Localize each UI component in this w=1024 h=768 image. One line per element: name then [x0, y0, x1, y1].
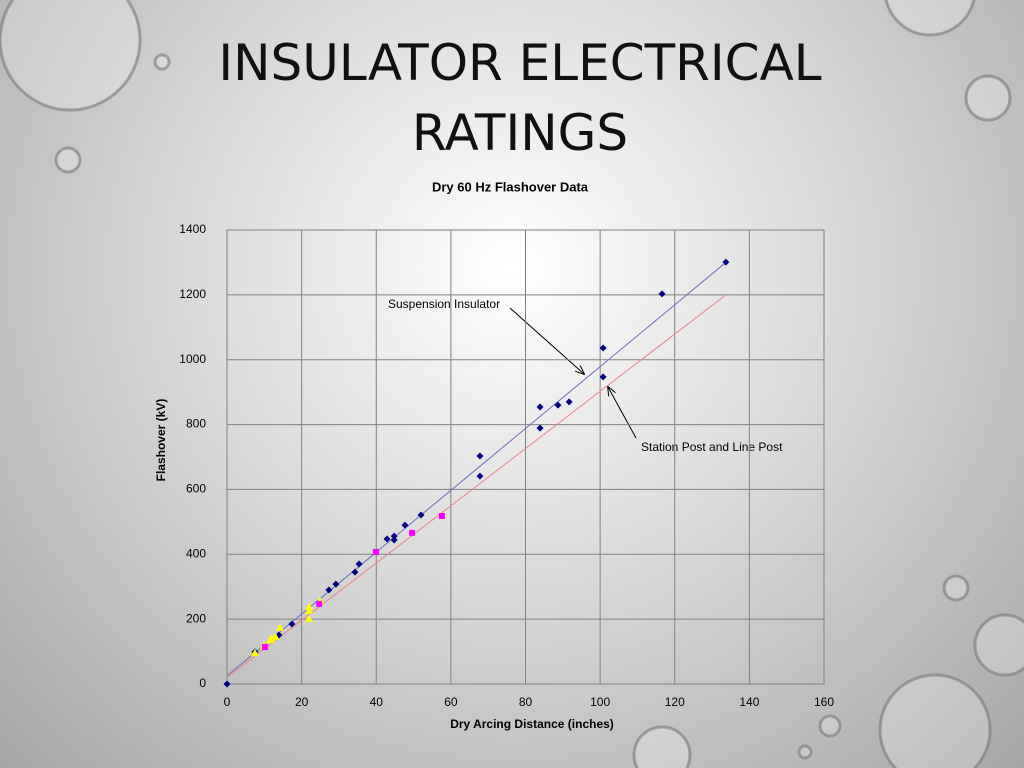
y-tick-label: 1400 — [179, 222, 206, 236]
x-tick-label: 140 — [739, 695, 759, 709]
data-point — [417, 511, 425, 519]
data-point — [390, 532, 398, 540]
x-tick-label: 160 — [814, 695, 834, 709]
data-point — [390, 536, 398, 544]
x-tick-label: 0 — [224, 695, 231, 709]
x-tick-label: 40 — [370, 695, 384, 709]
data-point — [722, 258, 730, 266]
x-tick-label: 20 — [295, 695, 309, 709]
y-tick-label: 200 — [186, 611, 206, 625]
data-point — [599, 373, 607, 381]
y-tick-label: 800 — [186, 417, 206, 431]
annotation-arrow — [608, 387, 637, 439]
data-point — [554, 401, 562, 409]
y-tick-label: 0 — [199, 676, 206, 690]
data-point — [383, 535, 391, 543]
annotation: Suspension Insulator — [388, 297, 500, 311]
data-point — [223, 680, 231, 688]
data-point — [409, 529, 416, 536]
data-point — [325, 586, 333, 594]
data-point — [288, 620, 296, 628]
data-point — [305, 606, 314, 615]
x-tick-label: 80 — [519, 695, 533, 709]
data-point — [262, 644, 269, 651]
data-point — [536, 403, 544, 411]
x-axis-label: Dry Arcing Distance (inches) — [450, 717, 614, 731]
slide-title: INSULATOR ELECTRICAL RATINGS — [218, 34, 822, 162]
data-point — [536, 424, 544, 432]
chart-title: Dry 60 Hz Flashover Data — [432, 179, 589, 194]
annotation-arrow — [509, 307, 584, 374]
data-point — [271, 632, 280, 640]
x-tick-label: 100 — [590, 695, 610, 709]
data-point — [355, 560, 363, 568]
data-point — [332, 580, 340, 588]
y-tick-label: 400 — [186, 546, 206, 560]
data-point — [275, 623, 284, 631]
x-tick-label: 120 — [665, 695, 685, 709]
data-point — [658, 290, 666, 298]
data-point — [565, 398, 573, 406]
data-point — [316, 600, 323, 607]
data-point — [401, 521, 409, 529]
data-point — [476, 452, 484, 460]
data-point — [372, 549, 379, 556]
data-point — [351, 568, 359, 576]
x-tick-label: 60 — [444, 695, 458, 709]
y-tick-label: 1200 — [179, 287, 206, 301]
y-axis-label: Flashover (kV) — [154, 399, 168, 482]
annotation: Station Post and Line Post — [641, 440, 783, 454]
data-point — [305, 614, 314, 623]
data-point — [250, 648, 259, 657]
data-point — [305, 602, 314, 611]
data-point — [476, 472, 484, 480]
y-tick-label: 600 — [186, 482, 206, 496]
data-point — [599, 344, 607, 352]
data-point — [438, 513, 445, 520]
y-tick-label: 1000 — [179, 352, 206, 366]
